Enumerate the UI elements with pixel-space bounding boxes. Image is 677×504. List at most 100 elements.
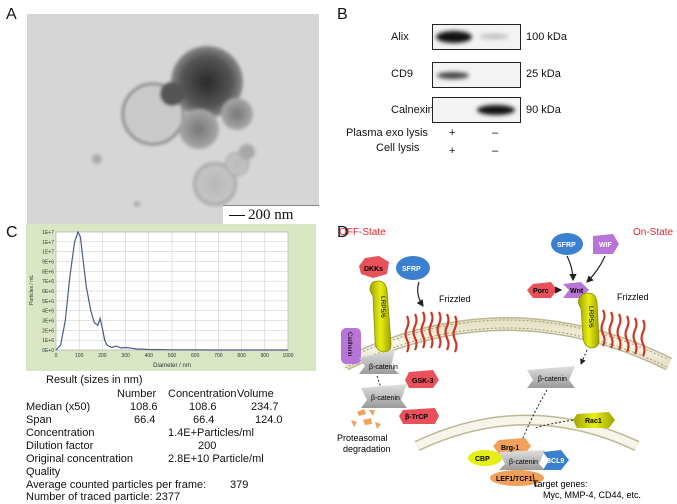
- sfrp-on-label: SFRP: [557, 242, 576, 249]
- chart-point: [264, 349, 266, 351]
- lef1-tcf1-protein: [490, 470, 544, 486]
- wb-label-cd9: CD9: [391, 68, 414, 80]
- off-state-label: OFF-State: [339, 227, 386, 238]
- porc-label: Porc: [533, 288, 549, 295]
- condition-exo-lane1: +: [449, 127, 456, 139]
- frizzled-on-receptor: [600, 309, 646, 357]
- kda-calnexin: 90 kDa: [526, 104, 561, 116]
- lrp56-on-label: LRP5/6: [587, 306, 594, 328]
- band-calnexin-lane2: [477, 105, 515, 115]
- chart-point: [102, 327, 103, 329]
- condition-exo-lane2: –: [492, 127, 499, 139]
- chart-point: [241, 349, 243, 351]
- results-span-concentration: 66.4: [193, 414, 215, 426]
- chart-point: [148, 349, 150, 350]
- chart-point: [106, 344, 108, 346]
- chart-y-tick-label: 8E+6: [42, 269, 54, 275]
- chart-point: [60, 344, 62, 346]
- chart-y-tick-label: 4E+6: [42, 309, 54, 315]
- wnt-pathway-diagram: OFF-State On-State DKKs SFRP Frizzled LR…: [337, 227, 673, 500]
- band-cd9-lane1: [437, 72, 469, 79]
- degradation-label: degradation: [343, 444, 391, 454]
- results-header-volume: Volume: [237, 388, 274, 400]
- chart-point: [136, 348, 138, 350]
- chart-y-tick-label: 9E+6: [42, 260, 54, 266]
- wif-arrow: [586, 255, 606, 283]
- target-genes-list: Myc, MMP-4, CD44, etc.: [543, 490, 641, 500]
- results-original-value: 2.8E+10 Particle/ml: [168, 453, 264, 465]
- chart-grid: [55, 231, 289, 351]
- kda-alix: 100 kDa: [526, 31, 567, 43]
- dkks-label: DKKs: [364, 266, 383, 273]
- chart-y-tick-label: 1E+7: [42, 240, 54, 246]
- nta-chart: 0E+0 1E+6 2E+6 3E+6 4E+6 5E+6 6E+6 7E+6 8E+6 9E+6…: [29, 230, 294, 369]
- results-avg-value: 379: [230, 479, 249, 491]
- chart-x-tick-label: 700: [214, 353, 223, 359]
- results-header-number: Number: [117, 388, 157, 400]
- frizzled-off-label: Frizzled: [439, 294, 471, 304]
- chart-point: [194, 349, 196, 351]
- degraded-fragments: [351, 409, 381, 429]
- chart-point: [79, 236, 81, 238]
- condition-cell-lane1: +: [449, 145, 456, 157]
- beta-catenin-off-membrane-label: β-catenin: [369, 364, 398, 371]
- sfrp-on-protein: [551, 233, 583, 255]
- panel-label-d: D: [337, 224, 349, 241]
- cadherin-protein: [341, 328, 361, 364]
- chart-y-tick-label: 1E+6: [42, 338, 54, 344]
- chart-x-tick-label: 800: [237, 353, 246, 359]
- chart-point: [287, 349, 289, 351]
- chart-y-tick-label: 3E+6: [42, 319, 54, 325]
- rac1-label: Rac1: [585, 418, 602, 425]
- frizzled-on-label: Frizzled: [617, 292, 649, 302]
- cadherin-label: Cadherin: [346, 332, 352, 356]
- scale-line-left: [229, 215, 245, 216]
- chart-x-axis-label: Diameter / nm: [153, 363, 191, 369]
- beta-catenin-nuclear-label: β-catenin: [509, 459, 538, 466]
- results-median-concentration: 108.6: [189, 401, 217, 413]
- chart-point: [97, 325, 99, 326]
- results-median-label: Median (x50): [26, 401, 91, 413]
- results-title: Result (sizes in nm): [46, 374, 143, 386]
- sfrp-off-protein: [396, 256, 430, 280]
- lef1-tcf1-label: LEF1/TCF1: [496, 476, 533, 483]
- chart-point: [120, 347, 122, 349]
- results-median-number: 108.6: [130, 401, 158, 413]
- chart-y-tick-label: 1E+7: [42, 230, 54, 236]
- chart-y-tick-label: 2E+6: [42, 328, 54, 334]
- porc-protein: [527, 282, 557, 298]
- chart-x-tick-label: 400: [145, 353, 154, 359]
- scale-bar-label: 200 nm: [248, 207, 294, 223]
- chart-y-tick-label: 1E+7: [42, 250, 54, 256]
- beta-catenin-on-cytoplasm: [527, 366, 575, 388]
- chart-point: [69, 275, 71, 277]
- chart-point: [55, 349, 57, 351]
- chart-x-tick-label: 600: [191, 353, 200, 359]
- exosome-image: [27, 14, 319, 224]
- cbp-protein: [468, 450, 502, 466]
- lrp56-on-receptor: [578, 292, 600, 349]
- chart-series-line: [55, 230, 288, 351]
- chart-y-tick-label: 5E+6: [42, 299, 54, 305]
- panel-label-b: B: [337, 6, 348, 23]
- chart-x-ticks: 0 100 200 300 400 500 600 700 800 900 1000: [55, 353, 294, 359]
- results-median-volume: 234.7: [251, 401, 279, 413]
- condition-label-exo: Plasma exo lysis: [346, 127, 428, 139]
- results-traced-label: Number of traced particle: 2377: [26, 491, 181, 503]
- results-concentration-label: Concentration: [26, 427, 95, 439]
- beta-catenin-off-membrane: [359, 350, 399, 374]
- results-span-volume: 124.0: [255, 414, 283, 426]
- chart-point: [171, 349, 173, 351]
- brg1-label: Brg-1: [501, 445, 519, 452]
- results-concentration-value: 1.4E+Particles/ml: [168, 427, 254, 439]
- results-span-number: 66.4: [134, 414, 156, 426]
- chart-point: [218, 349, 219, 351]
- panel-label-c: C: [6, 224, 18, 241]
- chart-y-tick-label: 7E+6: [42, 279, 54, 285]
- chart-point: [90, 310, 92, 312]
- sfrp-off-label: SFRP: [402, 266, 421, 273]
- kda-cd9: 25 kDa: [526, 68, 561, 80]
- chart-point: [64, 320, 66, 321]
- beta-catenin-nuclear: [499, 450, 545, 470]
- proteasomal-label: Proteasomal: [337, 433, 388, 443]
